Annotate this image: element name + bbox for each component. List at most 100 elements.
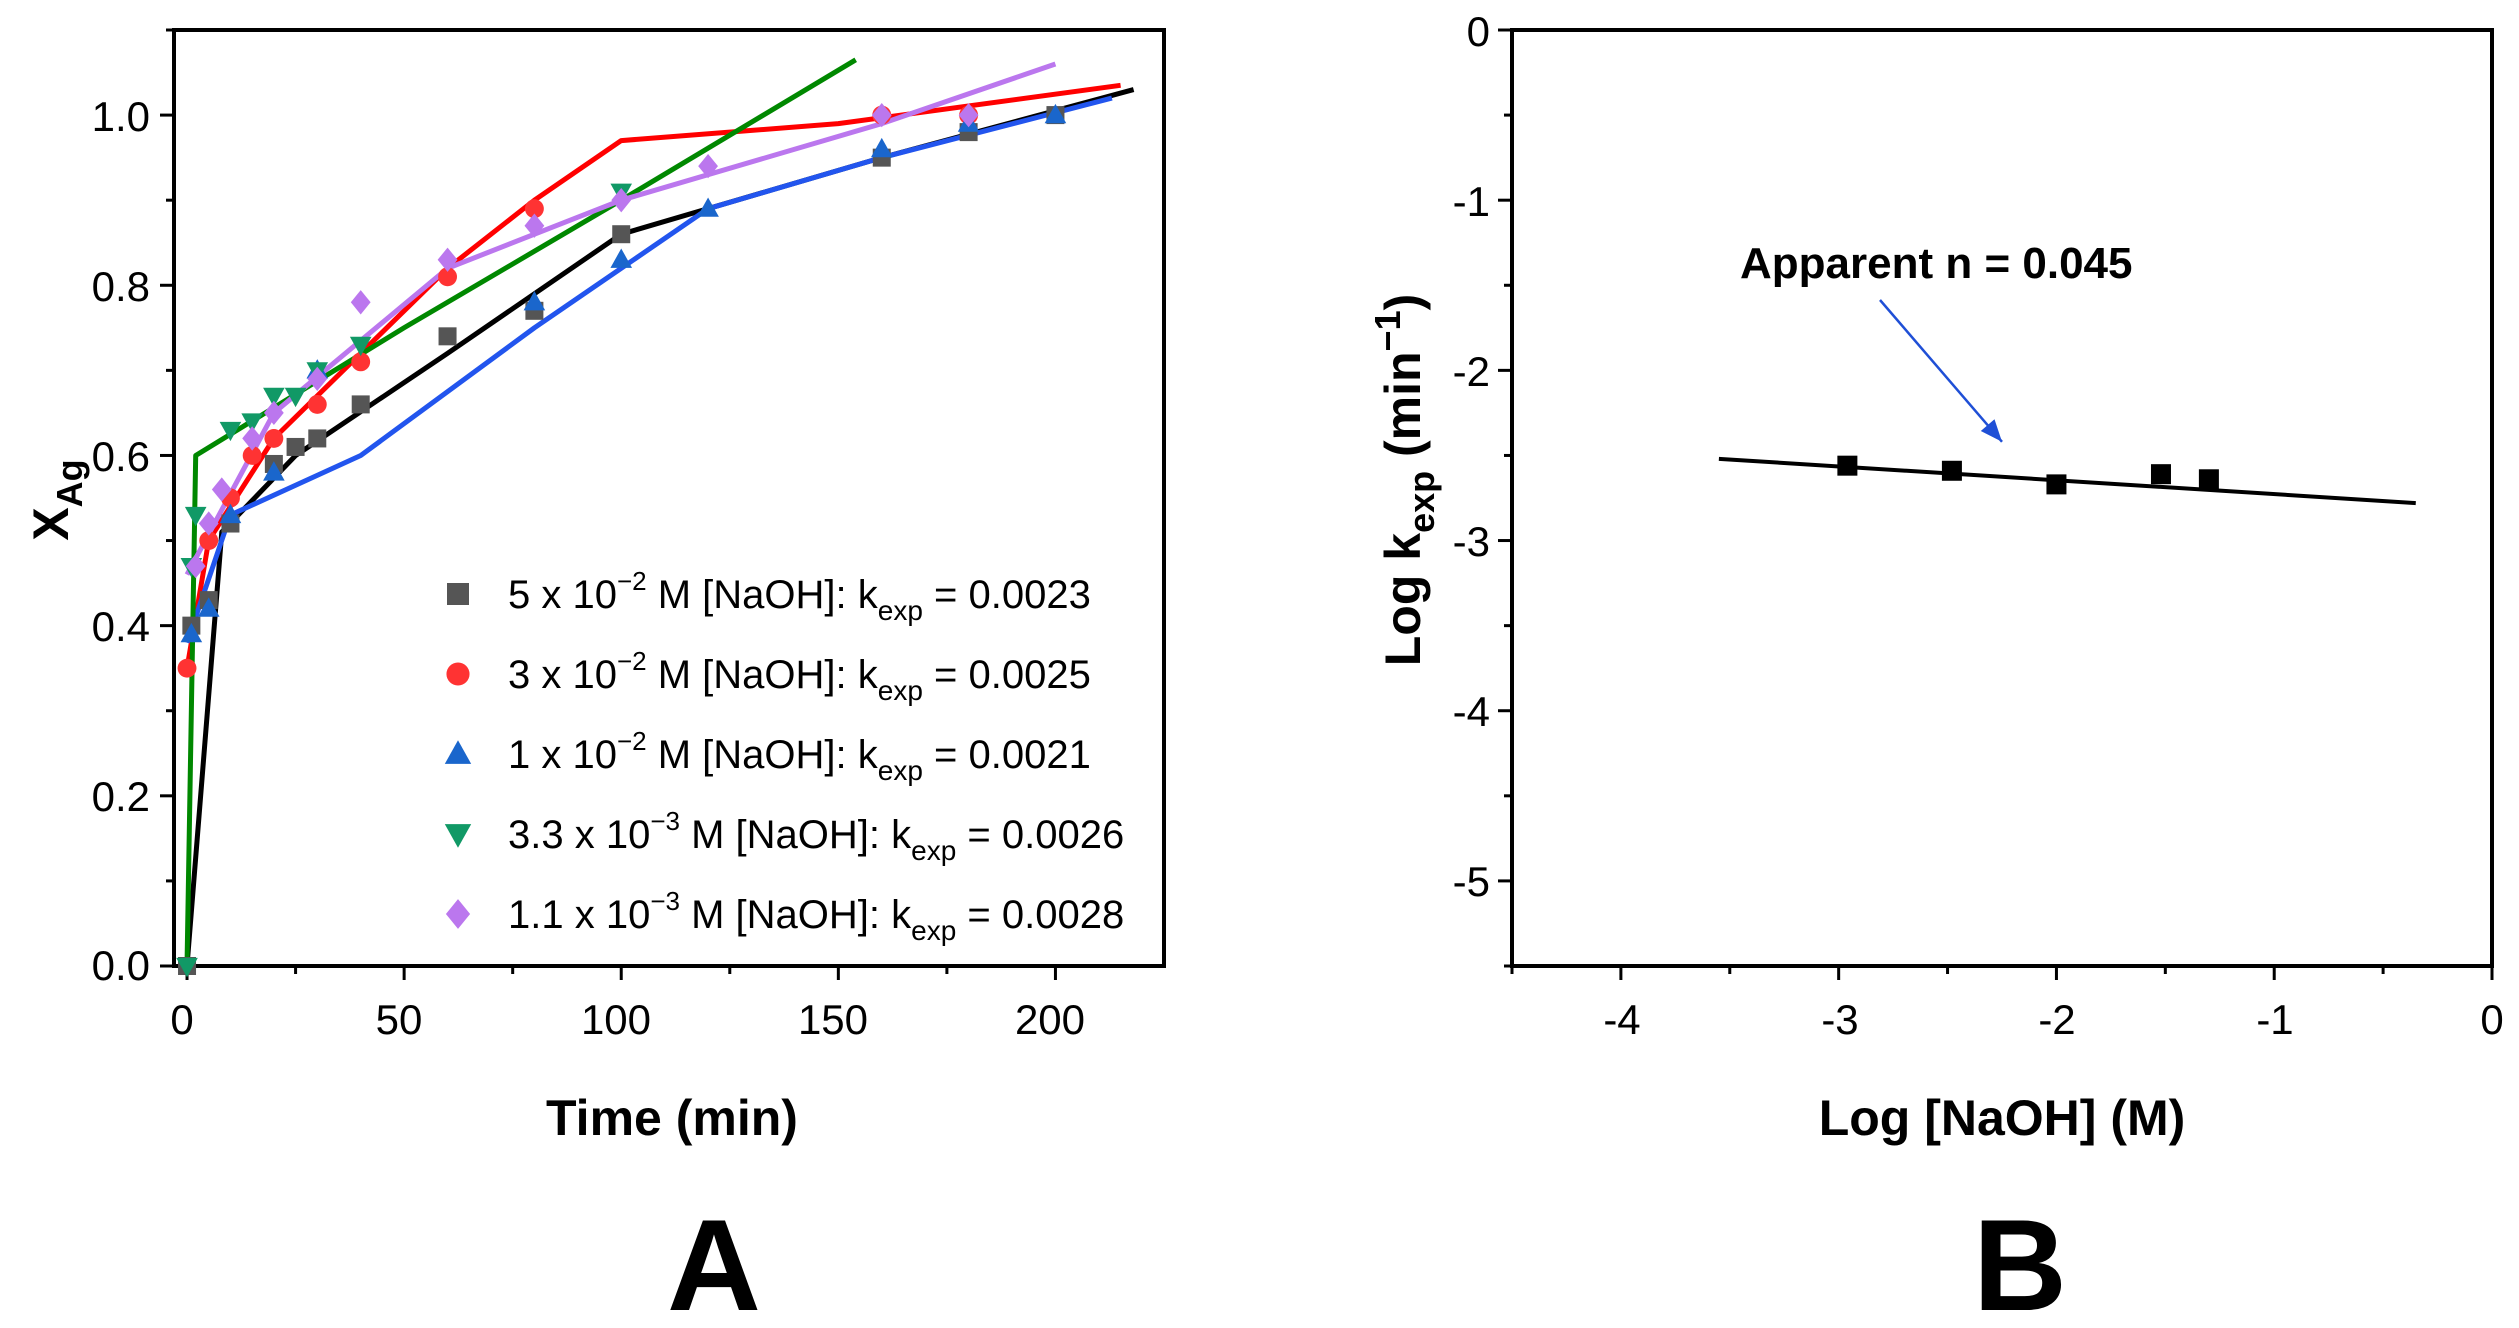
- panel-b-y-tick-label: -3: [1453, 518, 1490, 565]
- panel-a-y-tick-label: 0.4: [92, 603, 150, 650]
- data-point-series-3: [219, 503, 242, 524]
- legend-symbol: [444, 824, 472, 848]
- panel-b-y-tick-label: 0: [1467, 8, 1490, 55]
- legend-marker-triangle-up: [444, 740, 472, 764]
- panel-a-y-tick-label: 0.0: [92, 942, 150, 989]
- data-point: [1837, 455, 1858, 476]
- data-point-series-5: [242, 426, 263, 451]
- panel-b-y-tick-label: -2: [1453, 348, 1490, 395]
- data-point-series-1: [308, 429, 327, 448]
- panel-a-y-axis-title-main: X: [23, 507, 79, 540]
- data-point: [1941, 460, 1962, 481]
- legend-entry: 1.1 x 10−3 M [NaOH]: kexp = 0.0028: [445, 886, 1124, 946]
- legend-symbol: [446, 662, 470, 686]
- panel-a-label: A: [667, 1192, 761, 1328]
- legend-entry: 3.3 x 10−3 M [NaOH]: kexp = 0.0026: [444, 806, 1124, 866]
- data-point-series-3: [180, 622, 203, 643]
- panel-b-y-axis-title-sup: −1: [1367, 310, 1408, 351]
- panel-b-data-points: [1837, 455, 2219, 495]
- panel-b-label: B: [1973, 1192, 2067, 1328]
- data-point-series-5: [350, 290, 371, 315]
- data-point-series-5: [698, 153, 718, 179]
- data-point-series-4: [349, 336, 372, 357]
- panel-b-y-axis-title-main: Log k: [1375, 533, 1431, 667]
- data-point-series-2: [524, 199, 544, 219]
- legend-label: 5 x 10−2 M [NaOH]: kexp = 0.0023: [508, 566, 1091, 626]
- panel-b-y-tick-label: -1: [1453, 178, 1490, 225]
- data-point-series-5: [437, 247, 458, 272]
- data-point-series-3: [263, 461, 285, 481]
- panel-b-x-tick-label: -4: [1603, 996, 1640, 1043]
- data-point-series-3: [610, 248, 633, 268]
- legend-marker-diamond: [445, 899, 471, 929]
- data-point-series-4: [219, 421, 242, 442]
- panel-a-x-tick-label: 100: [581, 996, 651, 1043]
- legend-marker-triangle-down: [444, 824, 472, 848]
- data-point-series-1: [286, 437, 305, 456]
- panel-b-x-tick-label: -2: [2038, 996, 2075, 1043]
- panel-b-x-tick-label: -3: [1821, 996, 1858, 1043]
- data-point-series-1: [351, 395, 370, 414]
- panel-b-y-tick-label: -5: [1453, 858, 1490, 905]
- data-point-series-3: [1044, 103, 1067, 124]
- legend-entry: 5 x 10−2 M [NaOH]: kexp = 0.0023: [447, 566, 1091, 626]
- data-point-series-5: [263, 400, 284, 426]
- legend-label: 3 x 10−2 M [NaOH]: kexp = 0.0025: [508, 646, 1091, 706]
- data-point-series-5: [211, 477, 232, 502]
- linear-fit-line: [1718, 456, 2416, 506]
- panel-b-y-axis-title-sub: exp: [1401, 471, 1442, 533]
- data-point-series-1: [438, 327, 457, 346]
- panel-a-y-tick-label: 0.8: [92, 263, 150, 310]
- data-point-series-5: [524, 213, 545, 238]
- panel-a-plot-frame: [172, 28, 1166, 968]
- legend-marker-square: [447, 583, 469, 605]
- panel-a-chart: 0 50 100 150 200 0.0 0.2 0.4 0.6 0.8 1.0…: [23, 28, 1166, 1328]
- data-point: [2150, 464, 2171, 485]
- panel-a-x-axis-title: Time (min): [546, 1090, 798, 1146]
- annotation-arrow-head: [1980, 419, 2002, 442]
- panel-a-y-tick-label: 0.6: [92, 433, 150, 480]
- panel-b-plot-frame: [1510, 28, 2494, 968]
- panel-a-y-tick-label: 1.0: [92, 93, 150, 140]
- annotation-arrow-line: [1879, 299, 2003, 443]
- data-point: [2198, 469, 2219, 490]
- data-point-series-2: [438, 267, 458, 287]
- panel-a-y-axis-title-sub: Ag: [49, 459, 90, 507]
- legend-label: 1 x 10−2 M [NaOH]: kexp = 0.0021: [508, 726, 1091, 786]
- data-point-series-2: [242, 446, 262, 465]
- panel-b-x-tick-label: 0: [2480, 996, 2503, 1043]
- data-point-series-1: [612, 225, 631, 244]
- panel-a-y-tick-label: 0.2: [92, 773, 150, 820]
- panel-a-y-axis-title: XAg: [23, 459, 90, 540]
- panel-b-y-axis-title-close: ): [1375, 294, 1431, 311]
- panel-b-y-tick-label: -4: [1453, 688, 1490, 735]
- data-point-series-4: [176, 957, 198, 978]
- legend-label: 3.3 x 10−3 M [NaOH]: kexp = 0.0026: [508, 806, 1124, 866]
- panel-a-x-tick-label: 150: [798, 996, 868, 1043]
- data-point-series-5: [611, 188, 632, 213]
- panel-b-fit-line: [1718, 456, 2416, 506]
- panel-a-data-points: [176, 102, 1067, 978]
- data-point-series-5: [958, 102, 979, 128]
- data-point-series-2: [177, 658, 197, 678]
- data-point-series-5: [185, 553, 206, 579]
- data-point-series-3: [870, 137, 893, 158]
- data-point-series-4: [263, 387, 285, 408]
- series-line-3: [184, 95, 1113, 644]
- data-point-series-5: [198, 511, 219, 536]
- legend-marker-circle: [446, 662, 470, 686]
- panel-a-x-tick-label: 0: [170, 996, 193, 1043]
- panel-a-x-tick-label: 50: [376, 996, 423, 1043]
- legend-entry: 1 x 10−2 M [NaOH]: kexp = 0.0021: [444, 726, 1091, 786]
- panel-a-ticks: [160, 28, 1057, 980]
- legend-entry: 3 x 10−2 M [NaOH]: kexp = 0.0025: [446, 646, 1091, 706]
- data-point: [2046, 474, 2067, 495]
- panel-b-ticks: [1498, 28, 2494, 980]
- data-point-series-5: [307, 366, 328, 392]
- data-point-series-4: [241, 413, 263, 433]
- panel-b-x-axis-title: Log [NaOH] (M): [1819, 1090, 2186, 1146]
- panel-b-y-axis-title: Log kexp (min−1): [1367, 294, 1442, 667]
- legend-symbol: [445, 899, 471, 929]
